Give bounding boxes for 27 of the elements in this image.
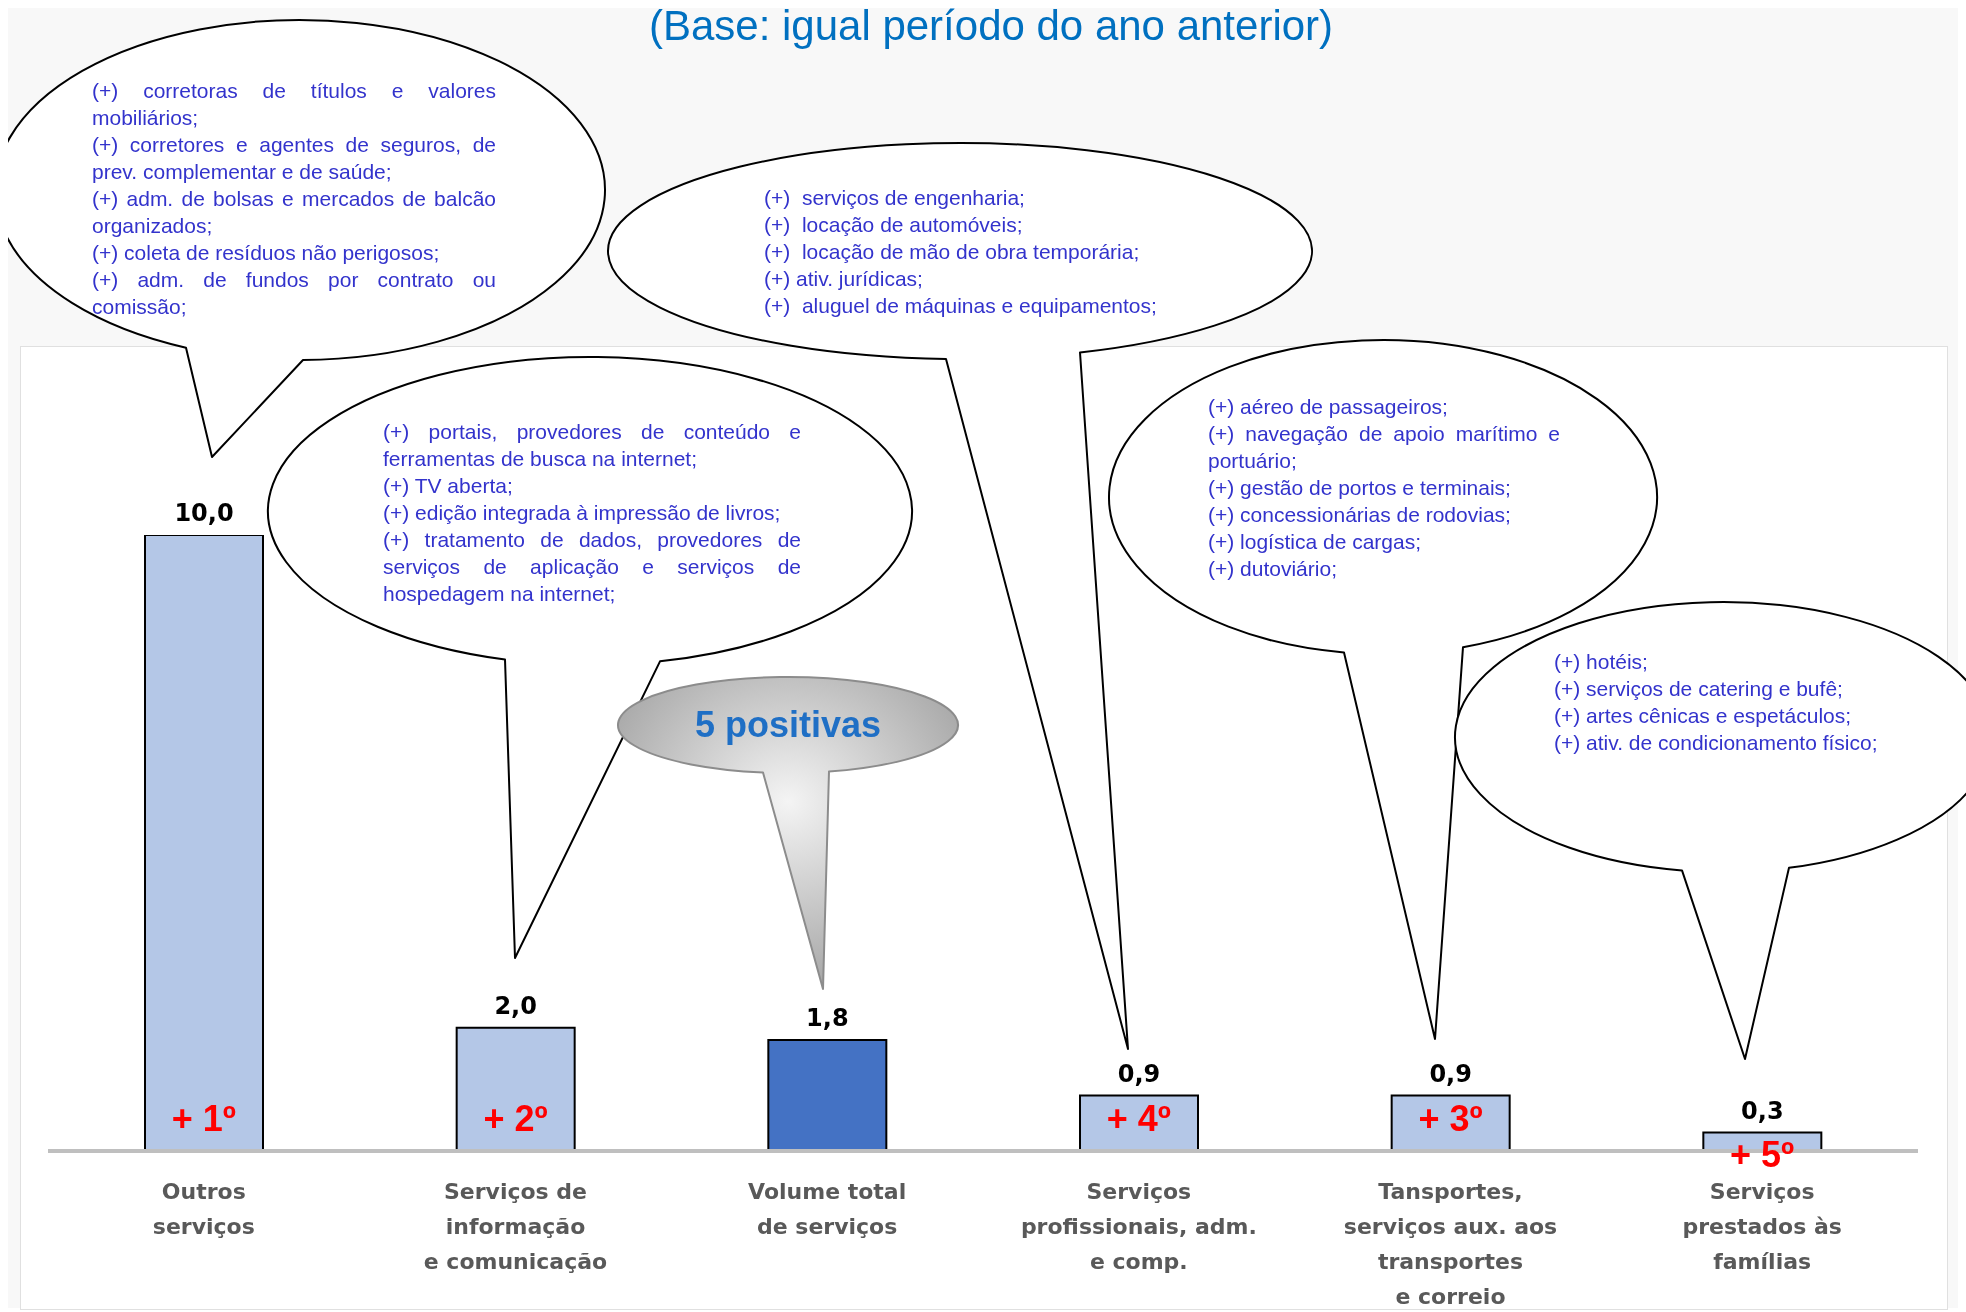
text: (+) serviços de engenharia; (+) locação de automóveis; (+) locação de mão de obra temporária; (+) ativ. jurídicas; (+) aluguel de máquinas e equipamentos; (764, 185, 1158, 319)
bar (144, 535, 264, 1151)
data-label: 2,0 (494, 991, 537, 1020)
x-tick-label: Serviços de informação e comunicação (423, 1179, 608, 1274)
data-label: 1,8 (806, 1004, 849, 1033)
data-label: 0,9 (1117, 1059, 1161, 1088)
annotation: (+) portais, provedores de conteúdo e ferramentas de busca na internet; (+) TV aberta; (+) edição integrada à impressão de livros; (+) tratamento de dados, provedores de serviços de aplicação e serviços de hospedagem na internet; (383, 419, 801, 607)
data-label: 0,3 (1741, 1096, 1784, 1125)
annotation: 5 positivas (693, 703, 883, 747)
text: (+) corretoras de títulos e valores mobiliários; (+) corretores e agentes de seguros, de prev. complementar e de saúde; (+) adm. de bolsas e mercados de balcão organizados; (+) coleta de resíduos não perigosos; (+) adm. de fundos por contrato ou comissão; (92, 79, 496, 318)
bar (455, 1026, 576, 1151)
annotation: (+) hotéis; (+) serviços de catering e bufê; (+) artes cênicas e espetáculos; (+) ativ. de condicionamento físico; (1554, 649, 1879, 756)
x-tick-label: Tansportes, serviços aux. aos transportes e correio (1343, 1179, 1558, 1309)
chart-subtitle: (Base: igual período do ano anterior) (647, 2, 1335, 50)
annotation: + 2º (482, 1098, 549, 1139)
bar (767, 1039, 888, 1151)
annotation: (+) aéreo de passageiros; (+) navegação de apoio marítimo e portuário; (+) gestão de portos e terminais; (+) concessionárias de rodovias; (+) logística de cargas; (+) dutoviário; (1208, 394, 1560, 582)
annotation: + 4º (1105, 1098, 1172, 1139)
annotation: + 3º (1417, 1098, 1484, 1139)
data-label: 10,0 (174, 499, 234, 527)
annotation: + 5º (1729, 1133, 1796, 1175)
data-label: 0,9 (1429, 1059, 1472, 1088)
annotation: + 1º (170, 1098, 237, 1139)
x-tick-label: Volume total de serviços (748, 1179, 907, 1239)
x-tick-label: Outros serviços (152, 1179, 255, 1239)
x-tick-label: Serviços profissionais, adm. e comp. (1020, 1179, 1257, 1274)
x-tick-label: Serviços prestados às famílias (1682, 1179, 1842, 1274)
